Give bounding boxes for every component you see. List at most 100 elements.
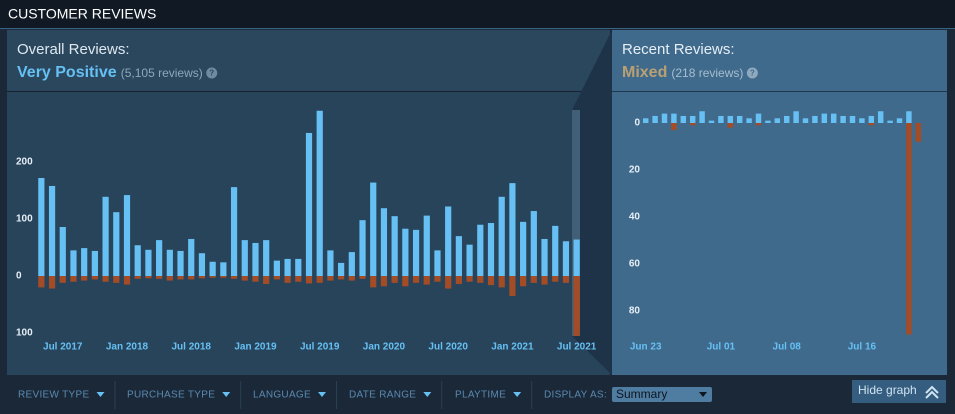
bar xyxy=(380,208,388,277)
bar xyxy=(830,113,837,123)
bar xyxy=(434,250,441,277)
filter-bar: REVIEW TYPE PURCHASE TYPE LANGUAGE DATE RAN… xyxy=(18,381,533,409)
bar xyxy=(821,113,828,123)
panel-title: Overall Reviews: xyxy=(17,41,130,58)
x-tick-label: Jul 2018 xyxy=(171,342,211,353)
bar xyxy=(273,276,280,280)
bar xyxy=(241,276,248,281)
bar xyxy=(765,120,771,123)
recent-highlight xyxy=(572,110,580,336)
bar xyxy=(230,276,238,279)
bar xyxy=(746,118,752,123)
filter-dropdown[interactable]: PLAYTIME xyxy=(455,390,506,401)
help-icon[interactable] xyxy=(206,67,218,79)
bar xyxy=(59,276,66,283)
bar xyxy=(530,211,537,277)
bar xyxy=(327,250,334,277)
y-tick-label: 100 xyxy=(16,328,33,339)
bar xyxy=(81,248,88,277)
hide-graph-icon[interactable] xyxy=(925,385,939,394)
bar xyxy=(434,276,441,282)
bar xyxy=(445,276,452,289)
bar xyxy=(868,115,875,123)
bar xyxy=(166,249,173,277)
bar xyxy=(102,276,109,282)
filter-dropdown[interactable]: PURCHASE TYPE xyxy=(127,390,215,401)
bar xyxy=(423,215,430,277)
filter-dropdown[interactable]: DATE RANGE xyxy=(349,390,416,401)
rating: Very Positive xyxy=(17,64,117,81)
bar xyxy=(295,276,302,282)
bar xyxy=(338,262,345,277)
bar xyxy=(689,115,696,123)
bar xyxy=(230,187,238,277)
header-bar xyxy=(0,0,955,28)
dropdown-arrow[interactable] xyxy=(513,392,522,397)
bar xyxy=(38,177,45,277)
bar xyxy=(699,111,705,123)
bar xyxy=(671,113,677,123)
filter-dropdown[interactable]: LANGUAGE xyxy=(253,390,311,401)
dropdown-arrow[interactable] xyxy=(222,392,231,397)
y-tick-label: 100 xyxy=(16,214,33,225)
bar xyxy=(877,111,884,123)
bar xyxy=(445,206,452,277)
dropdown-arrow[interactable] xyxy=(318,392,327,397)
bar xyxy=(812,115,818,123)
bar xyxy=(166,276,173,281)
bar xyxy=(70,250,77,277)
recent-connector xyxy=(572,30,612,375)
dropdown-arrow[interactable] xyxy=(96,392,105,397)
bar xyxy=(520,276,527,287)
help-icon[interactable] xyxy=(746,67,758,79)
rating: Mixed xyxy=(622,64,667,81)
bar xyxy=(509,276,516,296)
bar xyxy=(466,276,473,282)
bar xyxy=(198,276,206,279)
bar xyxy=(198,253,206,277)
bar xyxy=(562,241,570,277)
help-icon-text[interactable]: ? xyxy=(750,69,755,78)
bar xyxy=(220,276,227,278)
bar xyxy=(156,240,163,277)
display-select[interactable] xyxy=(612,387,712,402)
bar xyxy=(840,115,846,123)
bar xyxy=(736,115,743,123)
x-tick-label: Jul 2021 xyxy=(557,342,597,353)
bar xyxy=(156,276,163,279)
bar xyxy=(562,276,570,283)
bar xyxy=(48,276,56,289)
display-select-value[interactable]: Summary xyxy=(616,387,667,401)
bar xyxy=(671,123,677,131)
select-arrow[interactable] xyxy=(699,392,707,397)
hide-graph-button[interactable] xyxy=(852,380,946,403)
bar xyxy=(316,276,323,283)
bar xyxy=(530,276,537,283)
help-icon-text[interactable]: ? xyxy=(209,69,214,78)
bar xyxy=(906,111,912,123)
filter-dropdown[interactable]: REVIEW TYPE xyxy=(18,390,89,401)
bar xyxy=(541,238,548,277)
bar xyxy=(520,221,527,277)
bar xyxy=(642,118,649,123)
bar xyxy=(359,276,366,279)
bar xyxy=(70,276,77,282)
bar xyxy=(793,111,799,123)
bar xyxy=(38,276,45,288)
bar xyxy=(91,250,98,277)
review-count: (5,105 reviews) xyxy=(121,66,203,80)
x-tick-label: Jul 01 xyxy=(707,342,736,353)
bar xyxy=(708,120,715,123)
bar xyxy=(370,276,377,288)
bar xyxy=(573,276,580,336)
dropdown-arrow[interactable] xyxy=(423,392,432,397)
bar xyxy=(455,236,462,277)
hide-graph-text[interactable]: Hide graph xyxy=(858,383,917,397)
bar xyxy=(509,183,516,277)
bar xyxy=(273,260,280,277)
bar xyxy=(868,123,875,126)
hide-graph-icon[interactable] xyxy=(925,390,939,399)
bar xyxy=(113,212,120,277)
bar xyxy=(252,242,259,277)
